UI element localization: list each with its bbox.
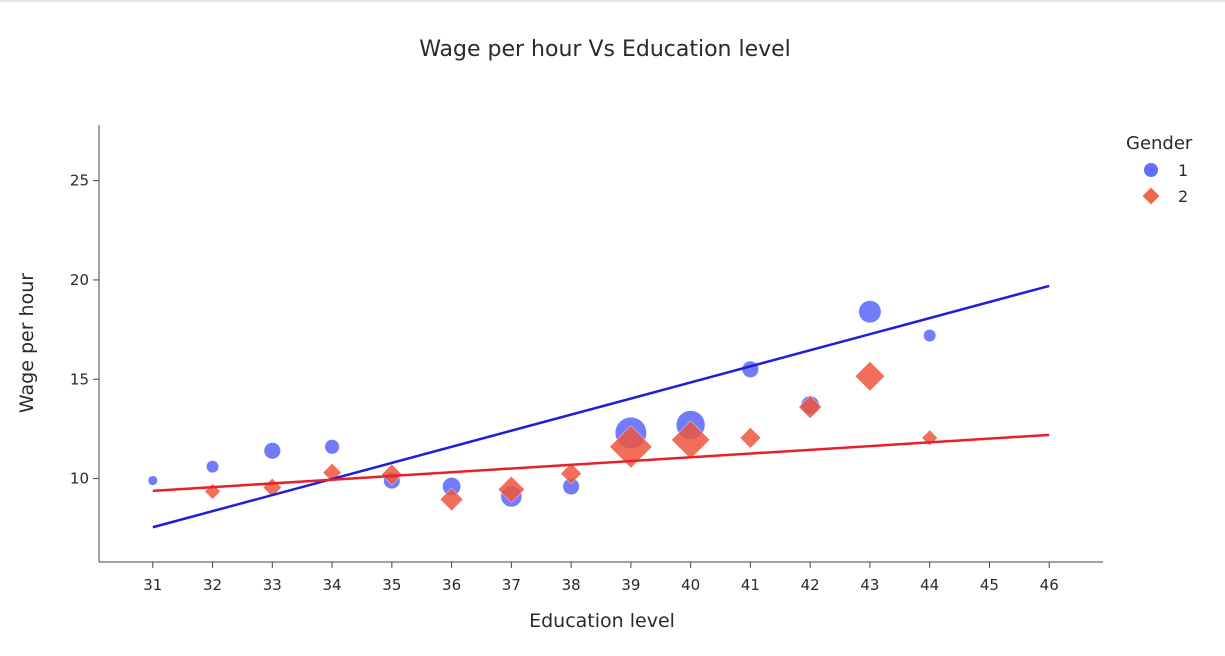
- x-tick-label: 31: [143, 576, 162, 594]
- data-point-circle: [206, 460, 220, 474]
- data-point-circle: [923, 329, 937, 343]
- x-tick-label: 42: [801, 576, 820, 594]
- x-tick-label: 40: [681, 576, 700, 594]
- x-tick-label: 38: [562, 576, 581, 594]
- y-tick-label: 15: [70, 370, 89, 388]
- tick-labels: 31 32 33 34 35 36 37 38 39 40 41 42 43 44 45 46 10 15 20 25: [70, 172, 1059, 594]
- legend-label: 1: [1178, 161, 1188, 180]
- data-point-diamond: [439, 487, 464, 512]
- legend-title: Gender: [1126, 133, 1193, 154]
- data-point-diamond: [497, 475, 525, 504]
- legend-circle-icon: [1144, 163, 1158, 177]
- y-tick-label: 10: [70, 470, 89, 488]
- data-point-circle: [324, 439, 340, 455]
- x-tick-label: 41: [741, 576, 760, 594]
- data-point-diamond: [671, 420, 711, 460]
- x-tick-label: 34: [323, 576, 342, 594]
- legend-item-2[interactable]: 2: [1142, 187, 1189, 206]
- trendline-series-2: [152, 433, 1050, 493]
- trendlines: [152, 284, 1050, 529]
- x-tick-label: 46: [1040, 576, 1059, 594]
- data-point-circle: [263, 442, 281, 460]
- x-tick-label: 33: [263, 576, 282, 594]
- data-point-diamond: [739, 427, 762, 449]
- legend-label: 2: [1178, 187, 1188, 206]
- x-tick-label: 43: [860, 576, 879, 594]
- legend-diamond-icon: [1142, 187, 1160, 205]
- y-tick-label: 20: [70, 271, 89, 289]
- x-tick-label: 37: [502, 576, 521, 594]
- trendline-series-1: [152, 284, 1050, 529]
- legend-item-1[interactable]: 1: [1144, 161, 1188, 180]
- data-point-circle: [858, 300, 882, 324]
- series-2-markers: [204, 361, 938, 512]
- x-axis-title: Education level: [529, 610, 675, 632]
- axes: [98, 125, 1103, 563]
- x-tick-label: 45: [980, 576, 999, 594]
- data-point-circle: [147, 475, 158, 486]
- x-tick-label: 32: [203, 576, 222, 594]
- x-tick-label: 36: [442, 576, 461, 594]
- x-tick-label: 35: [382, 576, 401, 594]
- data-markers: [147, 300, 938, 512]
- top-border: [0, 0, 1225, 2]
- data-point-diamond: [381, 463, 403, 486]
- data-point-diamond: [798, 395, 822, 419]
- y-axis-title: Wage per hour: [16, 273, 38, 413]
- legend: Gender 1 2: [1126, 133, 1193, 206]
- data-point-diamond: [609, 425, 653, 469]
- data-point-diamond: [854, 361, 886, 392]
- x-tick-label: 44: [920, 576, 939, 594]
- data-point-diamond: [560, 462, 582, 485]
- chart-title: Wage per hour Vs Education level: [419, 37, 791, 62]
- y-tick-label: 25: [70, 172, 89, 190]
- x-tick-label: 39: [621, 576, 640, 594]
